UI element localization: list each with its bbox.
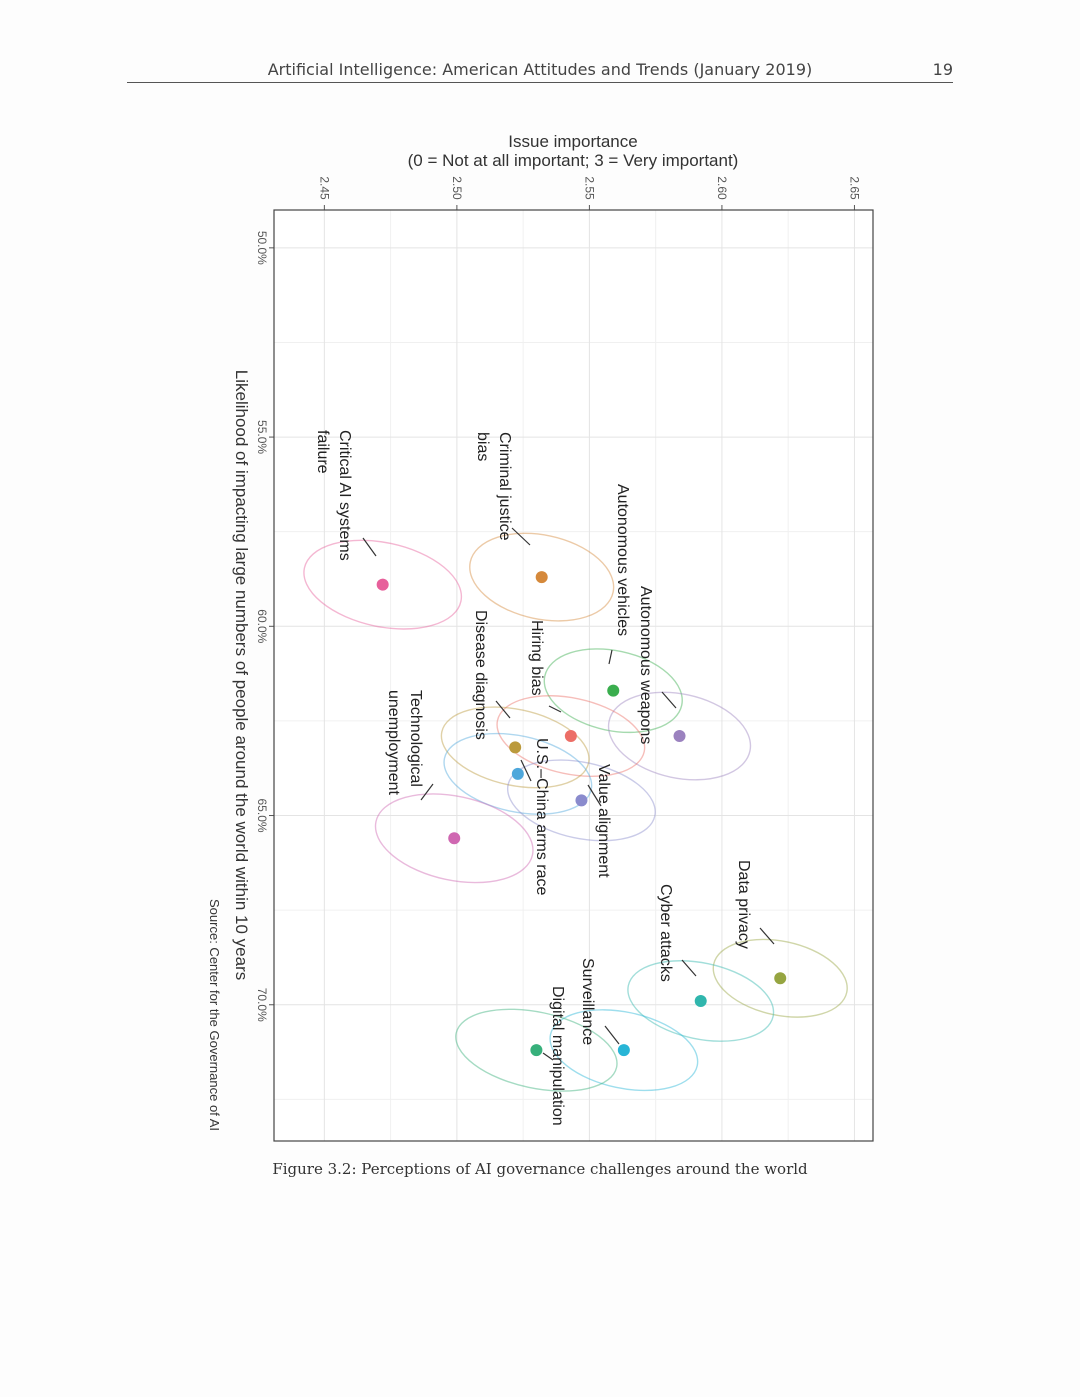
point-autonomous-weapons: [673, 730, 686, 743]
y-tick-label: 2.55: [582, 176, 596, 200]
ellipse-disease-diagnosis: [440, 706, 590, 789]
leader-line-digital-manipulation: [542, 1052, 554, 1061]
x-axis-title: Likelihood of impacting large numbers of…: [232, 370, 251, 980]
y-axis-subtitle: (0 = Not at all important; 3 = Very impo…: [408, 151, 739, 170]
point-u-s-china-arms-race: [511, 767, 524, 780]
running-title: Artificial Intelligence: American Attitu…: [267, 60, 813, 79]
plot-border: [273, 209, 874, 1142]
point-technological-unemployment: [448, 832, 461, 845]
point-criminal-justice-bias: [535, 571, 548, 584]
point-label-surveillance: Surveillance: [579, 958, 596, 1045]
leader-line-u-s-china-arms-race: [520, 759, 532, 782]
ellipse-technological-unemployment: [374, 793, 534, 884]
point-label-data-privacy: Data privacy: [735, 860, 752, 949]
point-critical-ai-systems-failure: [376, 578, 389, 591]
point-cyber-attacks: [694, 994, 707, 1007]
x-tick-label: 65.0%: [255, 799, 269, 833]
point-label-cyber-attacks: Cyber attacks: [657, 884, 674, 982]
point-disease-diagnosis: [509, 741, 522, 754]
leader-line-value-alignment: [587, 784, 602, 807]
ellipse-critical-ai-systems-failure: [303, 539, 463, 630]
leader-line-data-privacy: [759, 927, 775, 945]
x-tick-label: 50.0%: [255, 231, 269, 265]
point-label-digital-manipulation: Digital manipulation: [549, 986, 566, 1126]
leader-line-criminal-justice-bias: [511, 527, 531, 546]
leader-line-cyber-attacks: [681, 959, 697, 977]
ellipse-autonomous-weapons: [607, 691, 752, 781]
point-label-autonomous-weapons: Autonomous weapons: [637, 586, 654, 744]
point-label-criminal-justice-bias: Criminal justice: [496, 432, 513, 541]
leader-line-technological-unemployment: [420, 783, 434, 801]
point-autonomous-vehicles: [607, 684, 620, 697]
x-tick-label: 70.0%: [255, 988, 269, 1022]
figure-caption: Figure 3.2: Perceptions of AI governance…: [272, 1160, 808, 1178]
point-surveillance: [617, 1044, 630, 1057]
y-axis-title: Issue importance: [508, 132, 637, 151]
point-label-value-alignment: Value alignment: [595, 764, 612, 878]
point-label-disease-diagnosis: Disease diagnosis: [472, 610, 489, 740]
point-label-technological-unemployment: unemployment: [385, 690, 402, 796]
y-tick-label: 2.65: [847, 176, 861, 200]
point-label-critical-ai-systems-failure: Critical AI systems: [336, 430, 353, 561]
point-label-technological-unemployment: Technological: [407, 690, 424, 787]
ellipse-criminal-justice-bias: [469, 532, 615, 622]
y-tick-label: 2.60: [715, 176, 729, 200]
page-number: 19: [932, 60, 953, 79]
point-label-criminal-justice-bias: bias: [474, 432, 491, 461]
running-header: Artificial Intelligence: American Attitu…: [127, 58, 953, 83]
ellipse-value-alignment: [506, 759, 656, 842]
ellipse-hiring-bias: [496, 695, 646, 778]
ellipse-data-privacy: [712, 938, 848, 1018]
point-label-autonomous-vehicles: Autonomous vehicles: [614, 484, 631, 636]
point-label-u-s-china-arms-race: U.S.–China arms race: [533, 738, 550, 895]
leader-line-disease-diagnosis: [495, 700, 511, 719]
source-note: Source: Center for the Governance of AI: [207, 899, 222, 1131]
point-hiring-bias: [564, 730, 577, 743]
point-digital-manipulation: [530, 1044, 543, 1057]
leader-line-autonomous-weapons: [661, 691, 677, 709]
ellipse-surveillance: [549, 1009, 699, 1092]
ellipse-digital-manipulation: [455, 1008, 618, 1092]
ellipse-autonomous-vehicles: [543, 648, 683, 734]
leader-line-surveillance: [604, 1025, 620, 1045]
x-tick-label: 55.0%: [255, 420, 269, 454]
point-label-hiring-bias: Hiring bias: [528, 620, 545, 696]
point-data-privacy: [774, 972, 787, 985]
leader-line-critical-ai-systems-failure: [362, 537, 377, 557]
y-tick-label: 2.45: [317, 176, 331, 200]
leader-line-autonomous-vehicles: [608, 649, 613, 665]
y-tick-label: 2.50: [450, 176, 464, 200]
leader-line-hiring-bias: [548, 705, 562, 713]
x-tick-label: 60.0%: [255, 609, 269, 643]
ellipse-cyber-attacks: [627, 960, 775, 1042]
plot-panel: [274, 210, 873, 1141]
point-value-alignment: [575, 794, 588, 807]
point-label-critical-ai-systems-failure: failure: [314, 430, 331, 474]
